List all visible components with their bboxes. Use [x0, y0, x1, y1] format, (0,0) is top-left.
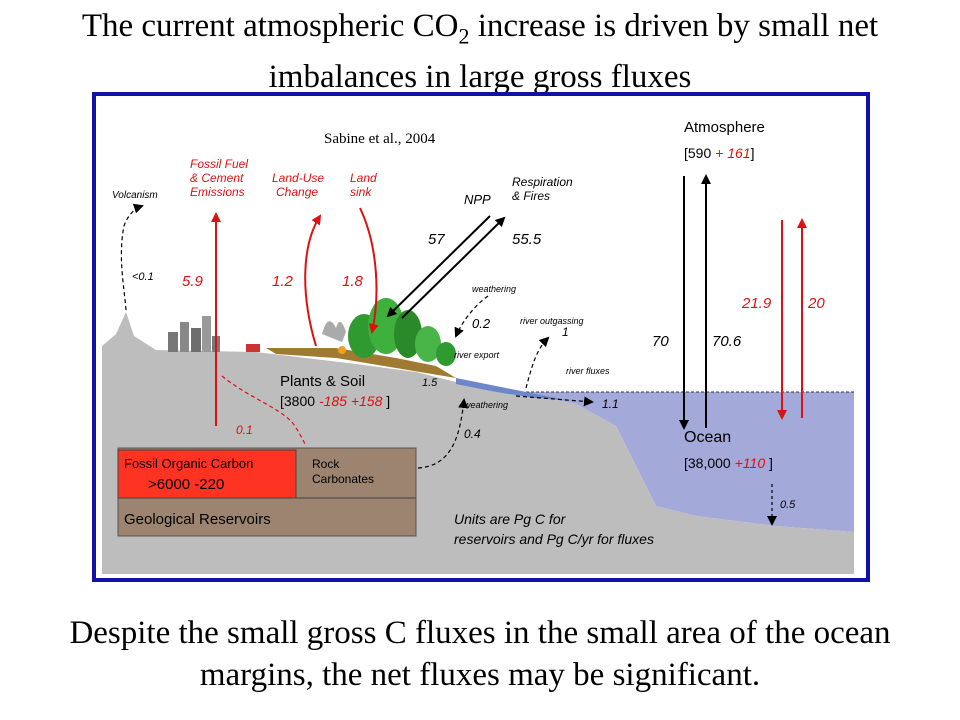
fossil-fuel-label-2: & Cement [190, 171, 244, 185]
caption-line-1: Despite the small gross C fluxes in the … [69, 615, 891, 651]
land-use-flux: 1.2 [272, 273, 294, 290]
river-fluxes-flux: 1.1 [602, 397, 619, 411]
respiration-label-1: Respiration [512, 175, 573, 189]
title-line-2: imbalances in large gross fluxes [268, 58, 692, 95]
fossil-fuel-label-3: Emissions [190, 185, 245, 199]
sediment-flux: 0.5 [780, 499, 796, 511]
npp-arrow [386, 215, 491, 318]
plants-soil-label: Plants & Soil [280, 373, 365, 390]
atmosphere-stock-close: ] [751, 145, 755, 161]
ocean-label: Ocean [684, 429, 731, 446]
land-use-label-2: Change [276, 185, 318, 199]
land-use-arrow [304, 214, 322, 347]
weathering-bottom-flux: 0.4 [464, 427, 481, 441]
river-outgassing-flux: 1 [562, 325, 569, 339]
river-fluxes-label: river fluxes [566, 366, 610, 376]
respiration-arrow [401, 216, 506, 319]
ocean-up-flux: 70.6 [712, 333, 742, 350]
ocean-stock-change: +110 [735, 455, 766, 471]
ocean-stock-close: ] [765, 455, 773, 471]
respiration-label-2: & Fires [512, 189, 550, 203]
weathering-top-label: weathering [472, 284, 516, 294]
river-outgassing-label: river outgassing [520, 316, 584, 326]
weathering-top-flux: 0.2 [472, 316, 491, 331]
fossil-fuel-flux: 5.9 [182, 273, 204, 290]
river-export-label: river export [454, 350, 500, 360]
ocean-stock: [38,000 +110 ] [684, 455, 773, 471]
units-line-2: reservoirs and Pg C/yr for fluxes [454, 531, 654, 547]
plants-soil-base: [3800 [280, 393, 319, 409]
volcanism-arrow [120, 203, 144, 311]
fossil-organic-value: >6000 -220 [148, 476, 224, 493]
red-labels: Fossil Fuel & Cement Emissions Land-Use … [190, 157, 377, 199]
ocean-down-flux: 70 [652, 333, 669, 350]
title-co: CO [412, 8, 459, 44]
units-line-1: Units are Pg C for [454, 511, 567, 527]
diagram-frame: Fossil Organic Carbon >6000 -220 Rock Ca… [92, 92, 870, 582]
plants-soil-close: ] [382, 393, 390, 409]
plants-soil-stock: [3800 -185 +158 ] [280, 393, 390, 409]
plants-soil-change: -185 +158 [319, 393, 383, 409]
geological-reservoirs-label: Geological Reservoirs [124, 511, 271, 528]
weathering-bottom-arrow [417, 398, 469, 469]
rock-label: Rock [312, 457, 340, 471]
npp-flux: 57 [428, 231, 445, 248]
carbonates-label: Carbonates [312, 472, 374, 486]
land-sink-label-1: Land [350, 171, 377, 185]
anthro-down-flux: 21.9 [741, 295, 772, 312]
title-text-2: increase is driven by small net [469, 8, 879, 44]
land-sink-label-2: sink [350, 185, 372, 199]
land-use-label-1: Land-Use [272, 171, 324, 185]
river-fluxes-arrow [515, 395, 594, 407]
land-sink-flux: 1.8 [342, 273, 364, 290]
title-text: The current atmospheric [81, 8, 413, 44]
volcanism-flux: <0.1 [132, 271, 154, 283]
river-outgassing-arrow [525, 336, 550, 389]
caption-line-2: margins, the net fluxes may be significa… [199, 657, 761, 693]
soil-layer [266, 348, 456, 378]
fossil-organic-label: Fossil Organic Carbon [124, 456, 253, 471]
anthro-up-flux: 20 [807, 295, 825, 312]
fossil-seep-arrow [221, 375, 307, 447]
atmosphere-stock: [590 + 161] [684, 145, 754, 161]
ocean-stock-base: [38,000 [684, 455, 735, 471]
volcanism-label: Volcanism [112, 190, 158, 201]
carbon-cycle-diagram: Fossil Organic Carbon >6000 -220 Rock Ca… [102, 102, 860, 574]
atmosphere-stock-base: [590 [684, 145, 715, 161]
title-subscript: 2 [458, 23, 470, 49]
river-water [456, 378, 566, 400]
npp-label: NPP [464, 192, 491, 207]
fossil-organic-box [117, 449, 297, 499]
river-export-flux: 1.5 [422, 377, 438, 389]
land-sink-arrow [359, 207, 379, 334]
respiration-flux: 55.5 [512, 231, 542, 248]
weathering-bottom-label: weathering [464, 400, 508, 410]
slide-title: The current atmospheric CO2 increase is … [0, 6, 960, 97]
citation: Sabine et al., 2004 [324, 131, 436, 147]
fossil-fuel-label-1: Fossil Fuel [190, 157, 248, 171]
fossil-seep-flux: 0.1 [236, 423, 253, 437]
slide-caption: Despite the small gross C fluxes in the … [0, 612, 960, 696]
atmosphere-label: Atmosphere [684, 119, 765, 136]
atmosphere-stock-change: + 161 [715, 145, 750, 161]
